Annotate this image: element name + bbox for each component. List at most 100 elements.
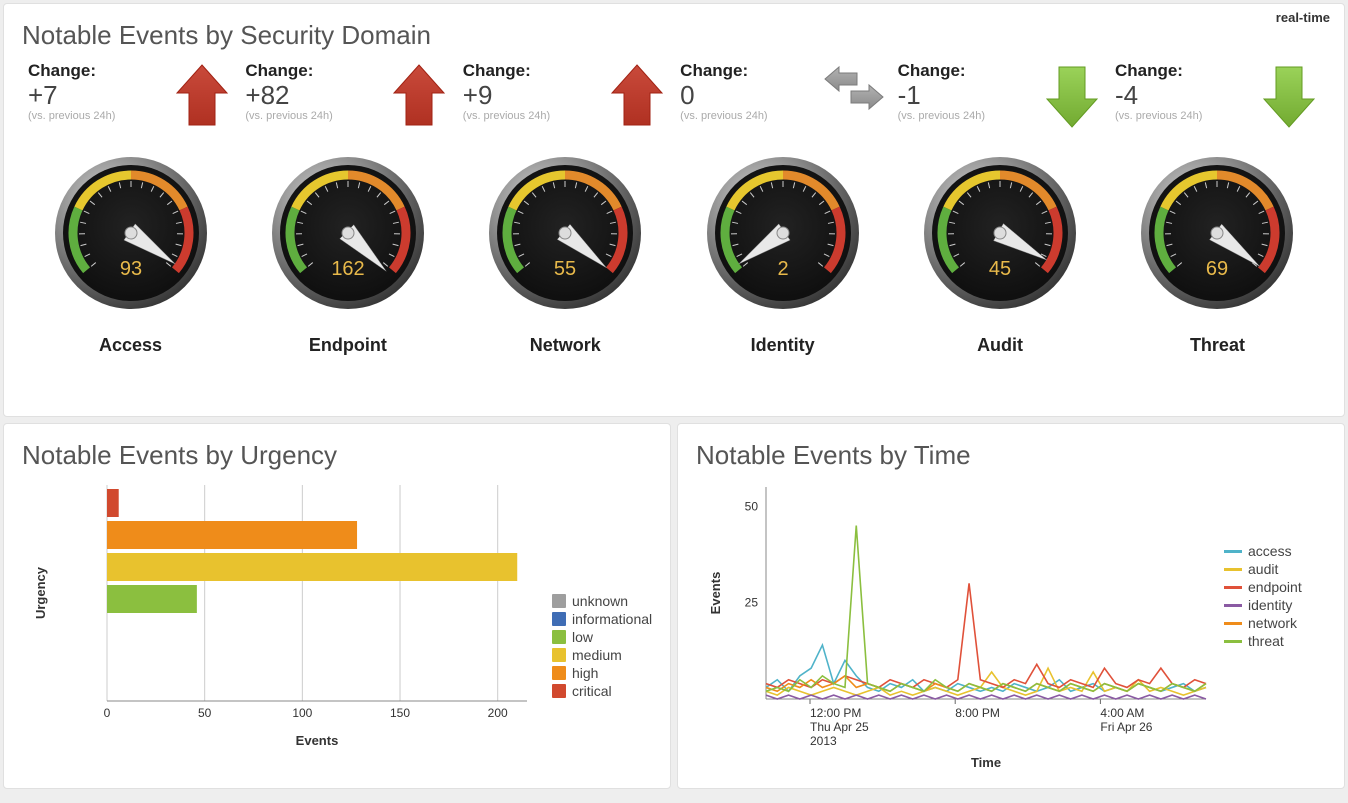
y-axis-label: Urgency — [33, 566, 48, 619]
legend-item-identity[interactable]: identity — [1224, 597, 1302, 613]
x-tick-label2: Thu Apr 25 — [810, 720, 869, 734]
legend-item-medium[interactable]: medium — [552, 647, 652, 663]
change-value: +7 — [28, 81, 171, 110]
change-label: Change: — [898, 61, 1041, 81]
domain-col-access: Change: +7 (vs. previous 24h) 93 Access — [28, 61, 233, 356]
legend-label: unknown — [572, 593, 628, 609]
legend-label: access — [1248, 543, 1292, 559]
trend-up-icon — [171, 61, 233, 129]
domain-col-identity: Change: 0 (vs. previous 24h) 2 Identity — [680, 61, 885, 356]
gauge-value: 2 — [777, 258, 788, 280]
x-tick-label: 50 — [198, 706, 212, 720]
y-axis-label: Events — [708, 572, 723, 615]
y-tick-label: 25 — [745, 596, 759, 610]
gauge-value: 93 — [119, 258, 141, 280]
legend-label: low — [572, 629, 593, 645]
change-sublabel: (vs. previous 24h) — [1115, 110, 1258, 122]
gauge-value: 69 — [1206, 258, 1228, 280]
x-tick-label: 12:00 PM — [810, 706, 861, 720]
legend-label: endpoint — [1248, 579, 1302, 595]
gauge-value: 45 — [989, 258, 1011, 280]
series-threat[interactable] — [766, 526, 1206, 692]
legend-label: critical — [572, 683, 612, 699]
gauge-identity[interactable]: 2 — [703, 153, 863, 313]
change-label: Change: — [680, 61, 823, 81]
bar-high[interactable] — [107, 521, 357, 549]
gauge-audit[interactable]: 45 — [920, 153, 1080, 313]
legend-label: network — [1248, 615, 1297, 631]
legend-item-threat[interactable]: threat — [1224, 633, 1302, 649]
bar-medium[interactable] — [107, 553, 517, 581]
x-axis-label: Time — [971, 755, 1001, 770]
change-label: Change: — [28, 61, 171, 81]
gauge-threat[interactable]: 69 — [1137, 153, 1297, 313]
legend-item-access[interactable]: access — [1224, 543, 1302, 559]
x-tick-label: 200 — [488, 706, 508, 720]
legend-item-unknown[interactable]: unknown — [552, 593, 652, 609]
change-label: Change: — [245, 61, 388, 81]
x-axis-label: Events — [296, 733, 339, 748]
domain-name: Network — [463, 335, 668, 356]
legend-item-low[interactable]: low — [552, 629, 652, 645]
x-tick-label: 0 — [104, 706, 111, 720]
trend-down-icon — [1258, 61, 1320, 129]
legend-label: medium — [572, 647, 622, 663]
y-tick-label: 50 — [745, 499, 759, 513]
x-tick-label: 100 — [292, 706, 312, 720]
x-tick-label2: Fri Apr 26 — [1100, 720, 1152, 734]
domain-name: Threat — [1115, 335, 1320, 356]
domain-col-network: Change: +9 (vs. previous 24h) 55 Network — [463, 61, 668, 356]
legend-label: informational — [572, 611, 652, 627]
domain-col-audit: Change: -1 (vs. previous 24h) 45 Audit — [898, 61, 1103, 356]
domain-name: Endpoint — [245, 335, 450, 356]
x-tick-label: 150 — [390, 706, 410, 720]
bar-critical[interactable] — [107, 489, 119, 517]
domain-name: Audit — [898, 335, 1103, 356]
time-panel: Notable Events by Time 25 50 12:00 PMThu A… — [677, 423, 1345, 789]
x-tick-label: 4:00 AM — [1100, 706, 1144, 720]
legend-label: identity — [1248, 597, 1292, 613]
change-value: 0 — [680, 81, 823, 110]
legend-label: audit — [1248, 561, 1278, 577]
legend-item-critical[interactable]: critical — [552, 683, 652, 699]
series-endpoint[interactable] — [766, 583, 1206, 687]
change-sublabel: (vs. previous 24h) — [680, 110, 823, 122]
domain-name: Access — [28, 335, 233, 356]
change-value: +9 — [463, 81, 606, 110]
domain-col-threat: Change: -4 (vs. previous 24h) 69 Threat — [1115, 61, 1320, 356]
urgency-panel: Notable Events by Urgency 0 50 100 150 200 Ev… — [3, 423, 671, 789]
bar-low[interactable] — [107, 585, 197, 613]
change-sublabel: (vs. previous 24h) — [28, 110, 171, 122]
gauge-network[interactable]: 55 — [485, 153, 645, 313]
change-value: +82 — [245, 81, 388, 110]
series-identity[interactable] — [766, 695, 1206, 699]
legend-item-informational[interactable]: informational — [552, 611, 652, 627]
urgency-panel-title: Notable Events by Urgency — [22, 440, 652, 471]
legend-label: threat — [1248, 633, 1284, 649]
gauge-access[interactable]: 93 — [51, 153, 211, 313]
legend-label: high — [572, 665, 598, 681]
legend-item-network[interactable]: network — [1224, 615, 1302, 631]
domain-name: Identity — [680, 335, 885, 356]
trend-up-icon — [388, 61, 450, 129]
x-tick-label: 8:00 PM — [955, 706, 1000, 720]
trend-down-icon — [1041, 61, 1103, 129]
change-sublabel: (vs. previous 24h) — [245, 110, 388, 122]
gauge-value: 55 — [554, 258, 576, 280]
domain-col-endpoint: Change: +82 (vs. previous 24h) 162 Endpo… — [245, 61, 450, 356]
gauge-value: 162 — [331, 258, 364, 280]
change-sublabel: (vs. previous 24h) — [898, 110, 1041, 122]
change-value: -1 — [898, 81, 1041, 110]
urgency-legend: unknown informational low medium high critica… — [552, 591, 652, 701]
security-domains-panel: real-time Notable Events by Security Dom… — [3, 3, 1345, 417]
trend-up-icon — [606, 61, 668, 129]
time-panel-title: Notable Events by Time — [696, 440, 1326, 471]
change-sublabel: (vs. previous 24h) — [463, 110, 606, 122]
gauge-endpoint[interactable]: 162 — [268, 153, 428, 313]
change-label: Change: — [463, 61, 606, 81]
legend-item-audit[interactable]: audit — [1224, 561, 1302, 577]
change-value: -4 — [1115, 81, 1258, 110]
x-tick-label3: 2013 — [810, 734, 837, 748]
legend-item-high[interactable]: high — [552, 665, 652, 681]
legend-item-endpoint[interactable]: endpoint — [1224, 579, 1302, 595]
